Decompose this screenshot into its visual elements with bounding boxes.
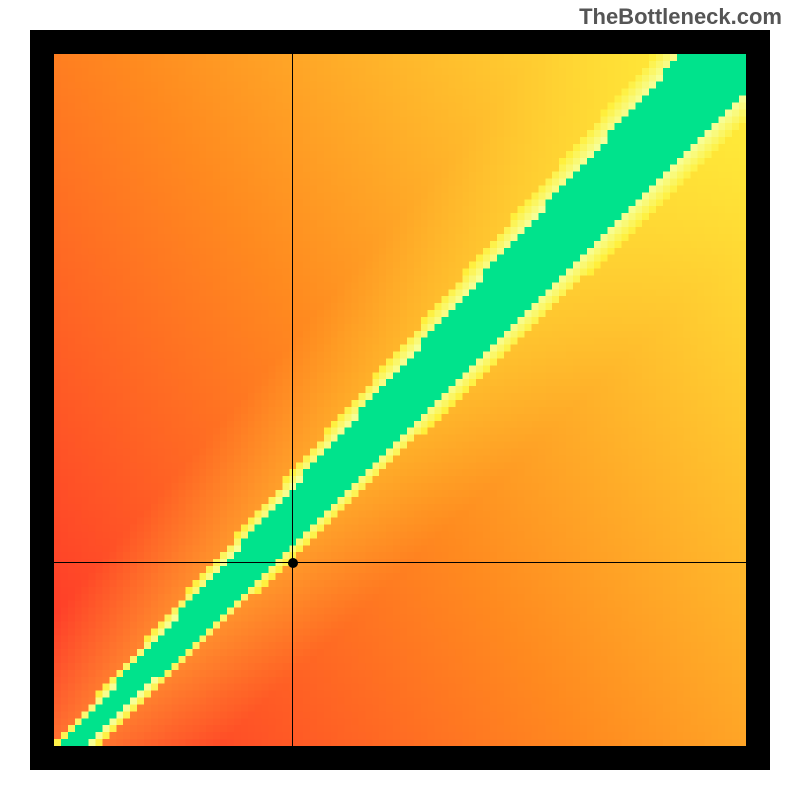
chart-container: TheBottleneck.com bbox=[0, 0, 800, 800]
bottleneck-heatmap bbox=[54, 54, 746, 746]
crosshair-horizontal bbox=[54, 562, 746, 563]
watermark-text: TheBottleneck.com bbox=[579, 4, 782, 30]
crosshair-dot bbox=[288, 558, 298, 568]
crosshair-vertical bbox=[292, 54, 293, 746]
